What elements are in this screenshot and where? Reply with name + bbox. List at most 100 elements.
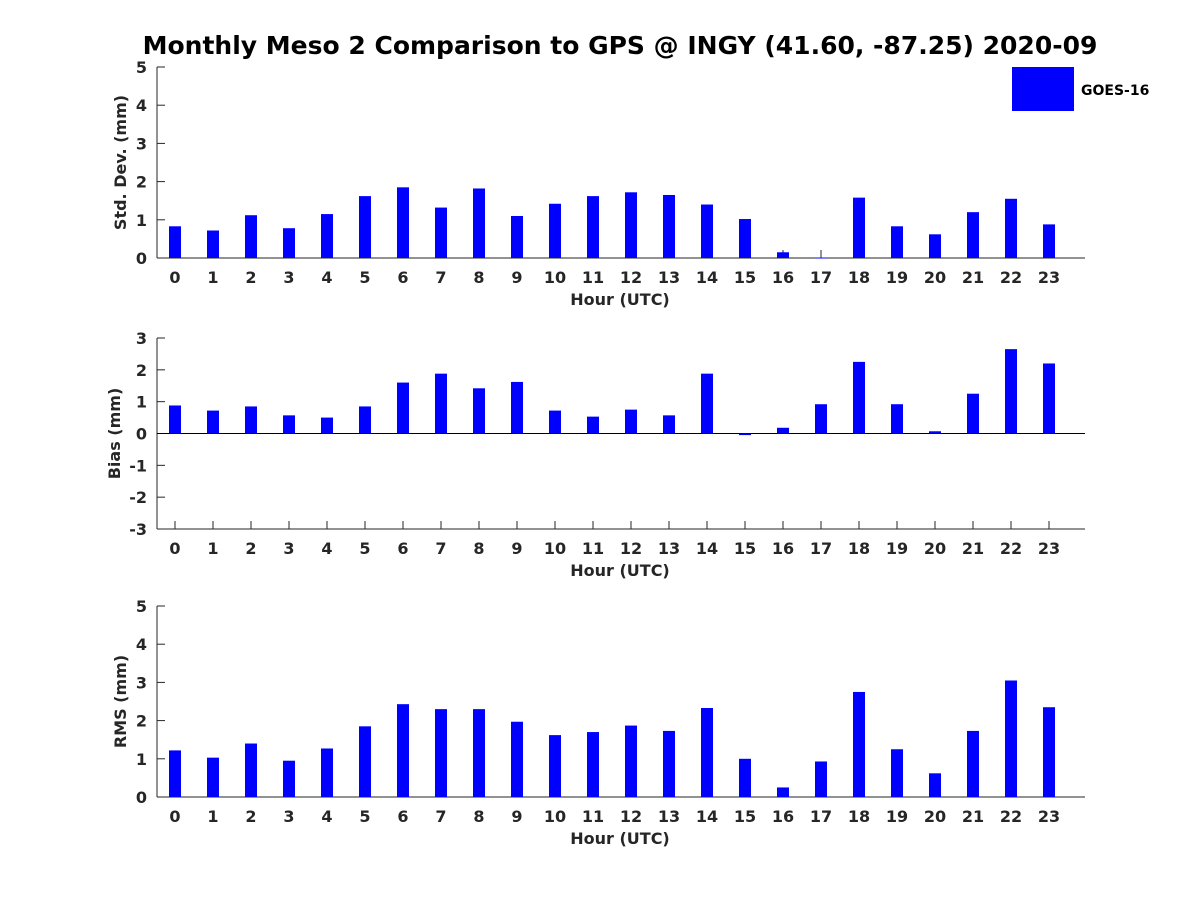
y-tick-label: 4 [136, 635, 147, 654]
x-tick-label: 16 [772, 268, 794, 287]
bar [1005, 198, 1017, 258]
x-tick-label: 15 [734, 539, 756, 558]
x-tick-label: 18 [848, 807, 870, 826]
bar [283, 415, 295, 434]
bar [663, 194, 675, 258]
bar [815, 404, 827, 434]
bar [739, 758, 751, 797]
x-tick-label: 7 [435, 807, 446, 826]
x-tick-label: 12 [620, 268, 642, 287]
bar [473, 388, 485, 434]
x-tick-label: 19 [886, 807, 908, 826]
x-tick-label: 21 [962, 807, 984, 826]
bar [435, 709, 447, 797]
bar [701, 204, 713, 258]
y-axis-label: RMS (mm) [111, 655, 130, 748]
x-tick-label: 11 [582, 268, 604, 287]
x-tick-label: 1 [207, 807, 218, 826]
x-tick-label: 16 [772, 807, 794, 826]
bar [587, 196, 599, 258]
figure-title: Monthly Meso 2 Comparison to GPS @ INGY … [143, 31, 1098, 60]
bar [207, 410, 219, 434]
x-tick-label: 18 [848, 268, 870, 287]
bar [701, 707, 713, 797]
bar [929, 234, 941, 258]
x-tick-label: 16 [772, 539, 794, 558]
bar [397, 187, 409, 258]
bar [777, 252, 789, 258]
x-tick-label: 17 [810, 268, 832, 287]
bar [625, 725, 637, 797]
bar [663, 730, 675, 797]
x-tick-label: 20 [924, 268, 946, 287]
bar [283, 228, 295, 258]
x-tick-label: 10 [544, 807, 566, 826]
bar [359, 726, 371, 797]
x-tick-label: 13 [658, 268, 680, 287]
bar [321, 417, 333, 434]
y-tick-label: 0 [136, 249, 147, 268]
x-tick-label: 17 [810, 807, 832, 826]
bar [511, 215, 523, 258]
x-tick-label: 7 [435, 268, 446, 287]
x-tick-label: 23 [1038, 268, 1060, 287]
x-tick-label: 2 [245, 807, 256, 826]
bar [1005, 680, 1017, 797]
x-tick-label: 19 [886, 539, 908, 558]
x-tick-label: 8 [473, 268, 484, 287]
bar [473, 188, 485, 258]
x-tick-label: 7 [435, 539, 446, 558]
bar [435, 207, 447, 258]
x-tick-label: 11 [582, 807, 604, 826]
x-tick-label: 8 [473, 539, 484, 558]
y-tick-label: 0 [136, 425, 147, 444]
y-tick-label: -2 [129, 488, 147, 507]
x-tick-label: 22 [1000, 268, 1022, 287]
bar [549, 735, 561, 797]
y-tick-label: -3 [129, 520, 147, 539]
x-tick-label: 5 [359, 268, 370, 287]
bar [169, 226, 181, 258]
x-tick-label: 21 [962, 539, 984, 558]
x-tick-label: 0 [169, 807, 180, 826]
y-tick-label: 3 [136, 673, 147, 692]
x-tick-label: 23 [1038, 539, 1060, 558]
bar [511, 381, 523, 434]
y-tick-label: 0 [136, 788, 147, 807]
x-tick-label: 3 [283, 807, 294, 826]
bar [739, 219, 751, 258]
x-tick-label: 4 [321, 807, 332, 826]
x-tick-label: 13 [658, 539, 680, 558]
x-tick-label: 5 [359, 807, 370, 826]
bar [169, 750, 181, 797]
x-tick-label: 14 [696, 807, 718, 826]
x-tick-label: 9 [511, 807, 522, 826]
x-tick-label: 4 [321, 268, 332, 287]
bar [1005, 349, 1017, 434]
x-tick-label: 20 [924, 539, 946, 558]
bar [1043, 707, 1055, 797]
x-tick-label: 9 [511, 539, 522, 558]
x-tick-label: 2 [245, 268, 256, 287]
bar [207, 757, 219, 797]
x-tick-label: 11 [582, 539, 604, 558]
y-axis-label: Std. Dev. (mm) [111, 95, 130, 230]
bar [283, 760, 295, 797]
x-tick-label: 0 [169, 539, 180, 558]
x-tick-label: 22 [1000, 539, 1022, 558]
y-tick-label: 1 [136, 393, 147, 412]
x-tick-label: 5 [359, 539, 370, 558]
bar [321, 214, 333, 258]
x-tick-label: 17 [810, 539, 832, 558]
x-tick-label: 3 [283, 268, 294, 287]
bar [739, 433, 751, 436]
x-tick-label: 10 [544, 268, 566, 287]
x-tick-label: 14 [696, 268, 718, 287]
x-tick-label: 13 [658, 807, 680, 826]
y-tick-label: 4 [136, 96, 147, 115]
bar [777, 787, 789, 797]
y-tick-label: 1 [136, 211, 147, 230]
